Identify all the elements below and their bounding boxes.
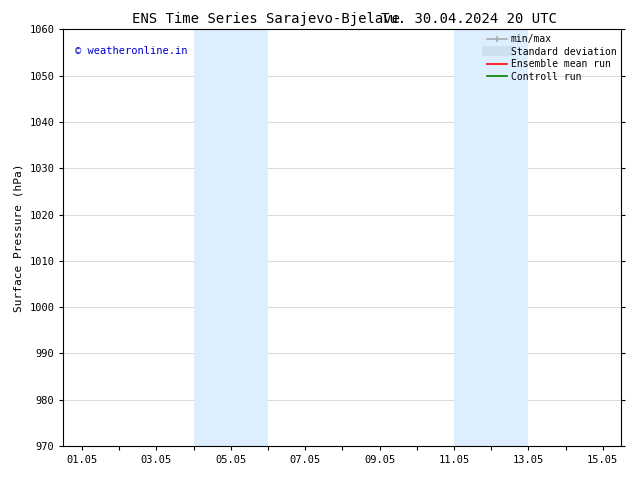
Text: Tu. 30.04.2024 20 UTC: Tu. 30.04.2024 20 UTC: [381, 12, 557, 26]
Legend: min/max, Standard deviation, Ensemble mean run, Controll run: min/max, Standard deviation, Ensemble me…: [486, 32, 618, 83]
Y-axis label: Surface Pressure (hPa): Surface Pressure (hPa): [14, 163, 24, 312]
Text: ENS Time Series Sarajevo-Bjelave: ENS Time Series Sarajevo-Bjelave: [133, 12, 400, 26]
Bar: [454, 29, 528, 446]
Bar: [193, 29, 268, 446]
Text: © weatheronline.in: © weatheronline.in: [75, 46, 187, 56]
